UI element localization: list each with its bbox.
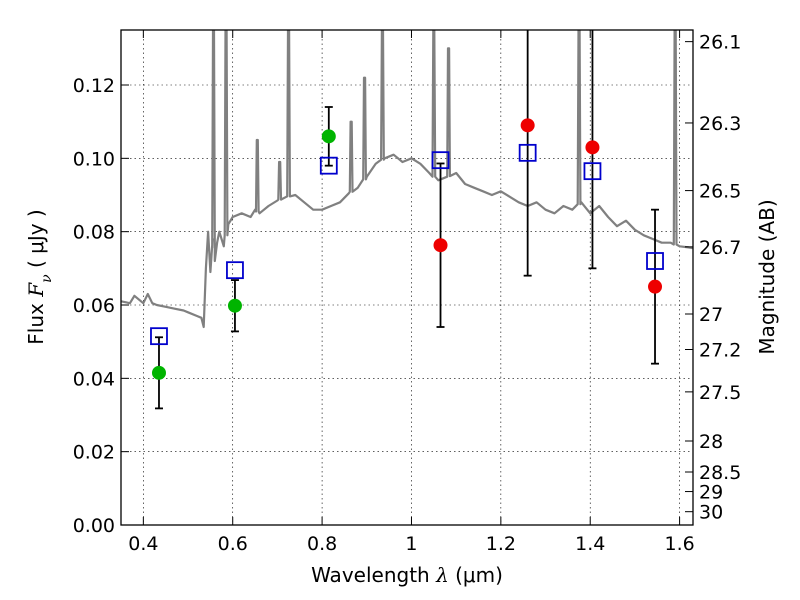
x-axis-label: Wavelength λ (μm) [311, 563, 503, 587]
observed-photometry-markers [151, 118, 663, 380]
x-tick-label: 1.4 [575, 533, 605, 555]
x-tick-label: 0.6 [218, 533, 248, 555]
y2-tick-label: 26.7 [699, 237, 741, 259]
model-spectrum [121, 30, 693, 329]
model-square-marker [431, 151, 450, 170]
y2-axis-label: Magnitude (AB) [755, 199, 779, 354]
green-data-point [321, 129, 336, 144]
x-tick-label: 1 [405, 533, 417, 555]
y-tick-label: 0.02 [73, 442, 115, 464]
red-data-point [520, 118, 535, 133]
y-tick-label: 0.06 [73, 295, 115, 317]
y2-tick-label: 28 [699, 431, 723, 453]
y2-tick-label: 26.5 [699, 181, 741, 203]
axis-ticks: 0.4 0.6 0.8 1 1.2 1.4 1.6 0.00 0.02 0.04 0.06 0.08 0… [73, 30, 741, 555]
spectrum-line [121, 30, 693, 329]
model-square-marker [226, 261, 244, 280]
x-tick-label: 1.6 [664, 533, 694, 555]
model-square-marker [583, 162, 602, 181]
y2-tick-label: 27 [699, 304, 723, 326]
y2-tick-label: 29 [699, 482, 723, 504]
y-tick-label: 0.00 [73, 515, 115, 537]
y2-tick-label: 26.3 [699, 113, 741, 135]
model-square-marker [518, 143, 537, 162]
model-photometry-markers [150, 143, 664, 346]
model-square-marker [150, 327, 168, 346]
y2-tick-label: 30 [699, 502, 723, 524]
x-tick-label: 1.2 [486, 533, 516, 555]
y-tick-label: 0.12 [73, 75, 115, 97]
plot-frame [120, 29, 694, 526]
red-data-point [585, 140, 600, 155]
model-square-marker [319, 156, 338, 175]
red-data-point [433, 238, 448, 253]
grid-lines [121, 30, 693, 525]
green-data-point [151, 365, 166, 380]
x-tick-label: 0.8 [307, 533, 337, 555]
y-tick-label: 0.08 [73, 222, 115, 244]
y-axis-label: Flux Fν ( μJy ) [24, 209, 55, 344]
green-data-point [227, 298, 242, 313]
y2-tick-label: 26.1 [699, 32, 741, 54]
y-tick-label: 0.10 [73, 148, 115, 170]
y2-tick-label: 27.5 [699, 382, 741, 404]
red-data-point [648, 279, 663, 294]
model-square-marker [646, 252, 664, 270]
y2-tick-label: 27.2 [699, 340, 741, 362]
y2-tick-label: 28.5 [699, 462, 741, 484]
x-tick-label: 0.4 [128, 533, 158, 555]
y-tick-label: 0.04 [73, 368, 115, 390]
